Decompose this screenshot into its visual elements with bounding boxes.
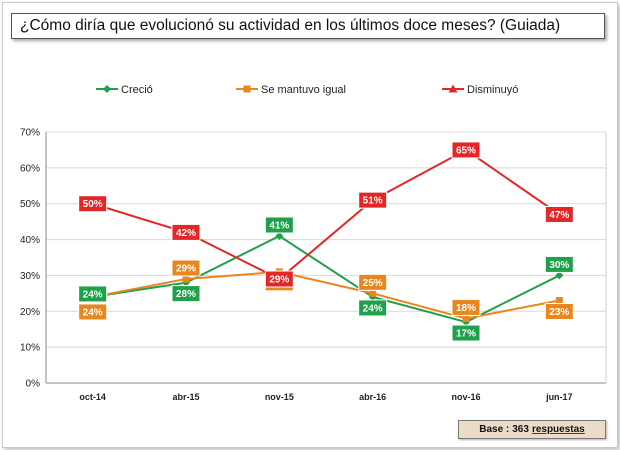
data-point <box>275 231 284 240</box>
base-count: 363 <box>512 424 529 435</box>
x-tick-label: oct-14 <box>79 392 106 402</box>
data-label: 30% <box>549 260 569 271</box>
data-label-box <box>544 205 574 223</box>
legend-marker <box>103 85 111 93</box>
data-label-box <box>264 270 294 288</box>
data-label-box <box>544 255 574 273</box>
data-label: 25% <box>363 278 383 289</box>
legend-label: Disminuyó <box>467 84 518 96</box>
base-note: Base : 363 respuestas <box>458 420 606 439</box>
data-label-box <box>78 195 108 213</box>
data-point <box>555 271 564 280</box>
data-label: 41% <box>269 220 289 231</box>
data-label-box <box>264 216 294 234</box>
x-tick-label: jun-17 <box>545 392 573 402</box>
data-label: 51% <box>363 196 383 207</box>
y-tick-label: 70% <box>20 128 40 139</box>
series-line <box>92 148 560 281</box>
y-tick-label: 60% <box>20 163 40 174</box>
series-line <box>92 234 560 324</box>
chart-title: ¿Cómo diría que evolucionó su actividad … <box>11 13 605 39</box>
y-tick-label: 20% <box>20 307 40 318</box>
legend-label: Creció <box>121 84 153 96</box>
x-tick-label: abr-16 <box>359 392 386 402</box>
data-label-box <box>358 273 388 291</box>
data-label: 18% <box>456 303 476 314</box>
y-tick-label: 0% <box>26 379 41 390</box>
data-label: 24% <box>363 303 383 314</box>
data-label-box <box>544 303 574 321</box>
data-label-box <box>171 259 201 277</box>
y-tick-label: 30% <box>20 271 40 282</box>
data-point <box>369 289 377 297</box>
data-label-box <box>358 191 388 209</box>
legend-marker <box>243 85 251 93</box>
y-tick-label: 40% <box>20 235 40 246</box>
x-tick-label: nov-15 <box>265 392 294 402</box>
data-point <box>555 297 563 305</box>
data-label: 29% <box>176 264 196 275</box>
data-label: 24% <box>83 307 103 318</box>
data-label-box <box>171 223 201 241</box>
data-label: 17% <box>456 329 476 340</box>
series-line <box>92 270 560 320</box>
data-label: 29% <box>269 275 289 286</box>
legend-marker <box>448 84 458 93</box>
x-tick-label: nov-16 <box>451 392 480 402</box>
data-label-box <box>451 141 481 159</box>
data-label: 65% <box>456 145 476 156</box>
y-tick-label: 50% <box>20 199 40 210</box>
base-label: Base : <box>479 424 510 435</box>
y-tick-label: 10% <box>20 343 40 354</box>
data-label-box <box>78 285 108 303</box>
data-label-box <box>171 285 201 303</box>
data-label: 24% <box>83 289 103 300</box>
data-point <box>462 314 470 322</box>
data-label-box <box>451 298 481 316</box>
data-label: 47% <box>549 210 569 221</box>
data-label-box <box>78 303 108 321</box>
data-label: 50% <box>83 199 103 210</box>
base-unit: respuestas <box>531 424 585 435</box>
data-label: 28% <box>176 289 196 300</box>
data-label-box <box>451 324 481 342</box>
data-point <box>182 275 190 283</box>
data-label: 42% <box>176 228 196 239</box>
data-label-box <box>358 299 388 317</box>
x-tick-label: abr-15 <box>172 392 199 402</box>
data-label: 23% <box>549 307 569 318</box>
legend-label: Se mantuvo igual <box>261 84 346 96</box>
